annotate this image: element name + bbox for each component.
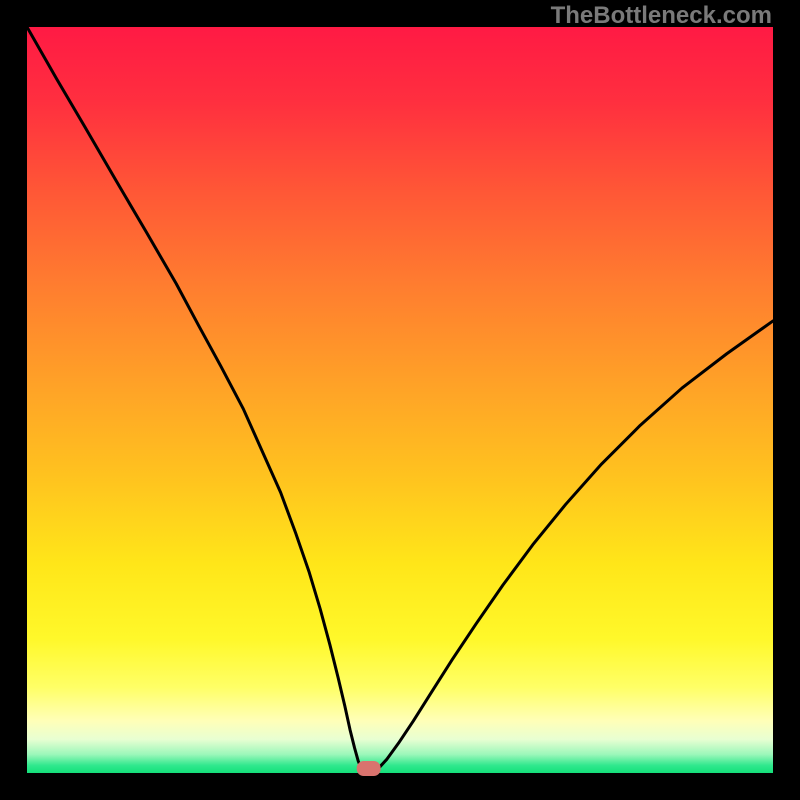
watermark-text: TheBottleneck.com <box>551 2 772 30</box>
chart-root: TheBottleneck.com <box>0 0 800 800</box>
minimum-marker <box>357 761 381 776</box>
chart-svg <box>0 0 800 800</box>
plot-background <box>27 27 773 773</box>
